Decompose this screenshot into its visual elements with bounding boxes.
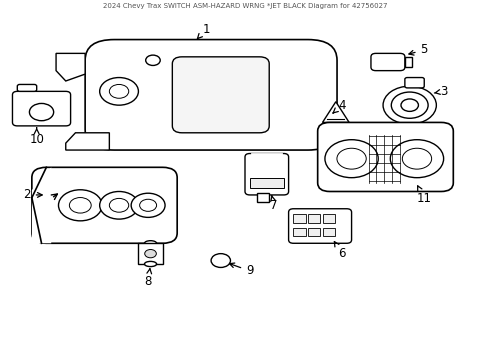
Circle shape — [325, 140, 378, 178]
Text: 1: 1 — [197, 23, 210, 39]
Text: 11: 11 — [416, 186, 432, 205]
Circle shape — [401, 99, 418, 111]
Bar — [294, 214, 306, 222]
Circle shape — [29, 103, 53, 121]
FancyBboxPatch shape — [245, 153, 289, 195]
Bar — [294, 228, 306, 237]
FancyBboxPatch shape — [318, 122, 453, 192]
FancyBboxPatch shape — [17, 85, 37, 91]
Polygon shape — [322, 102, 349, 122]
Circle shape — [383, 86, 437, 124]
FancyBboxPatch shape — [85, 40, 337, 150]
Circle shape — [146, 55, 160, 66]
Bar — [138, 243, 163, 264]
Text: 6: 6 — [334, 242, 345, 260]
Text: 3: 3 — [434, 85, 447, 98]
Circle shape — [58, 190, 102, 221]
FancyBboxPatch shape — [371, 53, 405, 71]
Circle shape — [391, 140, 443, 178]
Title: 2024 Chevy Trax SWITCH ASM-HAZARD WRNG *JET BLACK Diagram for 42756027: 2024 Chevy Trax SWITCH ASM-HAZARD WRNG *… — [103, 3, 387, 9]
Circle shape — [131, 193, 165, 217]
Bar — [308, 214, 320, 222]
FancyBboxPatch shape — [32, 167, 177, 243]
Circle shape — [99, 192, 138, 219]
Bar — [322, 214, 335, 222]
Ellipse shape — [211, 254, 230, 267]
Circle shape — [140, 199, 157, 211]
Text: 5: 5 — [409, 44, 428, 57]
Bar — [405, 57, 412, 67]
Bar — [250, 178, 284, 188]
Polygon shape — [56, 53, 85, 81]
Text: 9: 9 — [229, 263, 254, 278]
Circle shape — [109, 85, 129, 98]
Bar — [257, 193, 269, 202]
FancyBboxPatch shape — [12, 91, 71, 126]
Circle shape — [99, 77, 138, 105]
Text: 4: 4 — [333, 99, 345, 113]
FancyBboxPatch shape — [289, 209, 352, 243]
Polygon shape — [66, 133, 109, 150]
Bar — [322, 228, 335, 237]
Ellipse shape — [145, 261, 157, 267]
Circle shape — [70, 198, 91, 213]
Circle shape — [145, 249, 156, 258]
FancyBboxPatch shape — [172, 57, 269, 133]
Circle shape — [402, 148, 432, 169]
Circle shape — [109, 198, 129, 212]
Text: 7: 7 — [270, 196, 278, 212]
Ellipse shape — [145, 241, 157, 246]
Polygon shape — [32, 167, 51, 243]
FancyBboxPatch shape — [405, 77, 424, 88]
Circle shape — [392, 92, 428, 118]
Text: 8: 8 — [145, 269, 152, 288]
Bar — [308, 228, 320, 237]
Circle shape — [337, 148, 366, 169]
Text: 10: 10 — [29, 128, 44, 146]
Text: 2: 2 — [23, 188, 42, 202]
